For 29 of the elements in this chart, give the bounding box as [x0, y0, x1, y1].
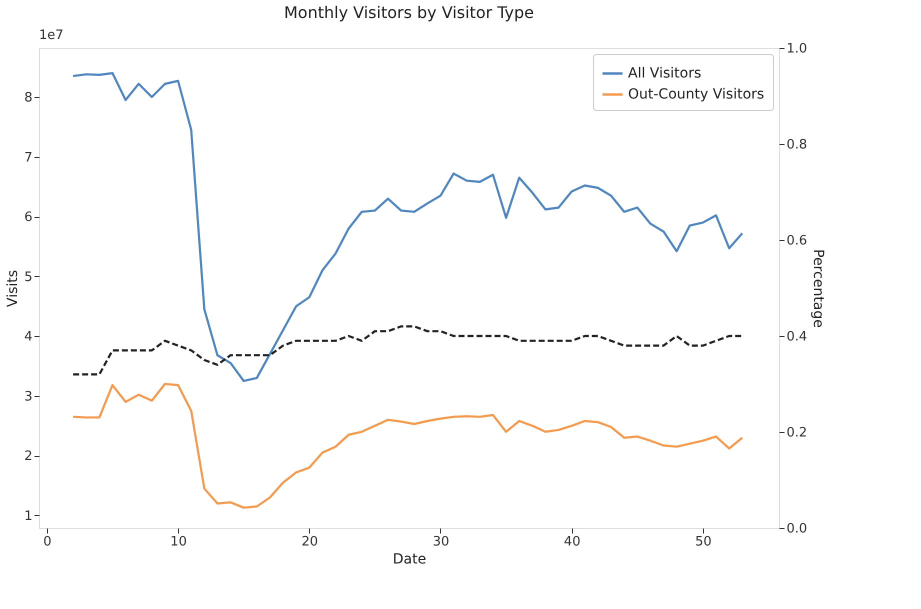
x-tick-label: 0 — [43, 534, 52, 550]
y2-tick-label: 0.2 — [786, 426, 808, 440]
y-tick-label: 1 — [24, 508, 32, 524]
line-series — [72, 382, 744, 509]
y-tick-label: 7 — [24, 150, 32, 166]
y-tick-label: 2 — [24, 449, 32, 464]
x-tick-label: 50 — [695, 534, 712, 550]
y-tick-label: 5 — [24, 270, 32, 285]
chart-title: Monthly Visitors by Visitor Type — [284, 3, 534, 22]
y2-tick-label: 1.0 — [786, 42, 808, 56]
x-tick-label: 30 — [432, 534, 450, 550]
y2-tick-label: 0.4 — [786, 330, 808, 344]
x-tick-label: 20 — [302, 534, 318, 550]
line-series — [72, 325, 744, 376]
y-tick-label: 6 — [24, 210, 32, 226]
y-tick-label: 8 — [24, 90, 32, 106]
x-tick-label: 10 — [170, 534, 187, 550]
x-axis-title: Date — [392, 552, 426, 568]
y2-tick-label: 0.8 — [786, 138, 808, 152]
y-axis-title: Visits — [5, 270, 22, 308]
y2-axis-title: Percentage — [810, 249, 826, 328]
legend-label: All Visitors — [628, 66, 702, 82]
text: 1e7 — [39, 28, 64, 43]
y-tick-label: 3 — [24, 389, 32, 404]
y2-tick-label: 0.6 — [786, 234, 808, 248]
y-tick-label: 4 — [24, 330, 32, 345]
x-tick-label: 40 — [564, 534, 580, 550]
legend-label: Out-County Visitors — [628, 86, 764, 102]
y2-tick-label: 0.0 — [786, 522, 808, 536]
